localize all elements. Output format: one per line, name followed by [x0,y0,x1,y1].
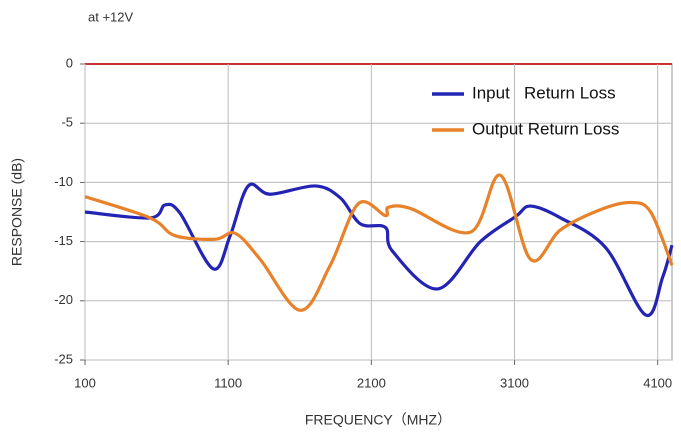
x-tick-label: 2100 [357,375,386,390]
y-tick-label: 0 [66,55,73,70]
series-line [84,173,674,312]
y-tick-label: -10 [54,174,73,189]
chart-title: at +12V [88,9,134,24]
y-tick-label: -25 [54,351,73,366]
y-axis-label: RESPONSE (dB) [9,158,25,266]
y-tick-label: -20 [54,292,73,307]
y-tick-label: -15 [54,233,73,248]
x-axis-label: FREQUENCY（MHZ） [305,412,451,428]
legend-label: Output Return Loss [472,119,619,138]
series-line [84,182,674,317]
x-tick-label: 3100 [500,375,529,390]
x-tick-label: 100 [74,375,96,390]
x-tick-label: 4100 [643,375,672,390]
y-tick-label: -5 [61,115,73,130]
x-tick-label: 1100 [214,375,242,390]
legend-label: Input Return Loss [472,83,616,102]
